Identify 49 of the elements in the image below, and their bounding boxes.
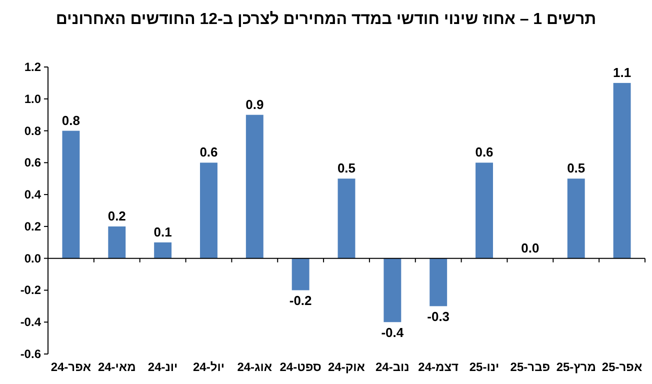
y-tick-label: 1.0 (24, 92, 42, 106)
x-tick-label: אפר-24 (50, 360, 92, 374)
data-label: -0.3 (427, 309, 450, 324)
x-tick-label: אוק-24 (328, 360, 366, 374)
y-tick-label: 1.2 (24, 60, 42, 74)
bar (292, 258, 310, 290)
y-tick-label: 0.8 (24, 124, 42, 138)
bar (154, 242, 172, 258)
data-label: 0.6 (200, 144, 218, 160)
data-label: 0.1 (154, 224, 172, 240)
x-tick-label: פבר-25 (510, 360, 550, 374)
bar (338, 178, 356, 258)
bar (384, 258, 402, 322)
bar (430, 258, 448, 306)
data-label: -0.2 (289, 293, 312, 308)
y-tick-label: 0.4 (24, 188, 42, 202)
data-label: 0.6 (475, 144, 494, 160)
y-tick-label: 0.0 (24, 251, 42, 266)
y-tick-label: -0.6 (20, 347, 42, 361)
x-tick-label: מאי-24 (98, 360, 136, 374)
data-label: -0.4 (381, 325, 404, 340)
data-label: 0.8 (62, 112, 80, 128)
x-tick-label: אוג-24 (237, 360, 272, 374)
data-label: 1.1 (613, 64, 632, 80)
x-tick-label: ינו-25 (469, 360, 500, 374)
data-label: 0.2 (108, 208, 126, 224)
bar (246, 114, 264, 258)
x-tick-label: אפר-25 (602, 360, 642, 374)
y-tick-label: -0.2 (20, 283, 42, 298)
x-tick-label: נוב-24 (376, 360, 410, 374)
data-label: 0.5 (337, 160, 356, 176)
x-tick-label: מרץ-25 (556, 360, 596, 374)
bar (613, 82, 631, 258)
bar (567, 178, 585, 258)
bar (108, 226, 126, 258)
x-tick-label: ספט-24 (280, 360, 322, 374)
y-tick-label: 0.6 (24, 156, 42, 170)
y-tick-label: 0.2 (24, 219, 42, 234)
x-tick-label: יונ-24 (148, 360, 178, 374)
bar (200, 162, 218, 258)
data-label: 0.5 (567, 160, 586, 176)
x-tick-label: דצמ-24 (418, 360, 459, 374)
y-tick-label: -0.4 (20, 315, 42, 330)
bar (62, 130, 80, 258)
bar (476, 162, 493, 258)
chart-title: תרשים 1 – אחוז שינוי חודשי במדד המחירים לצרכן ב-12 החודשים האחרונים (56, 10, 596, 28)
data-label: 0.9 (246, 96, 264, 112)
data-label: 0.0 (521, 240, 540, 256)
x-tick-label: יול-24 (192, 360, 224, 374)
